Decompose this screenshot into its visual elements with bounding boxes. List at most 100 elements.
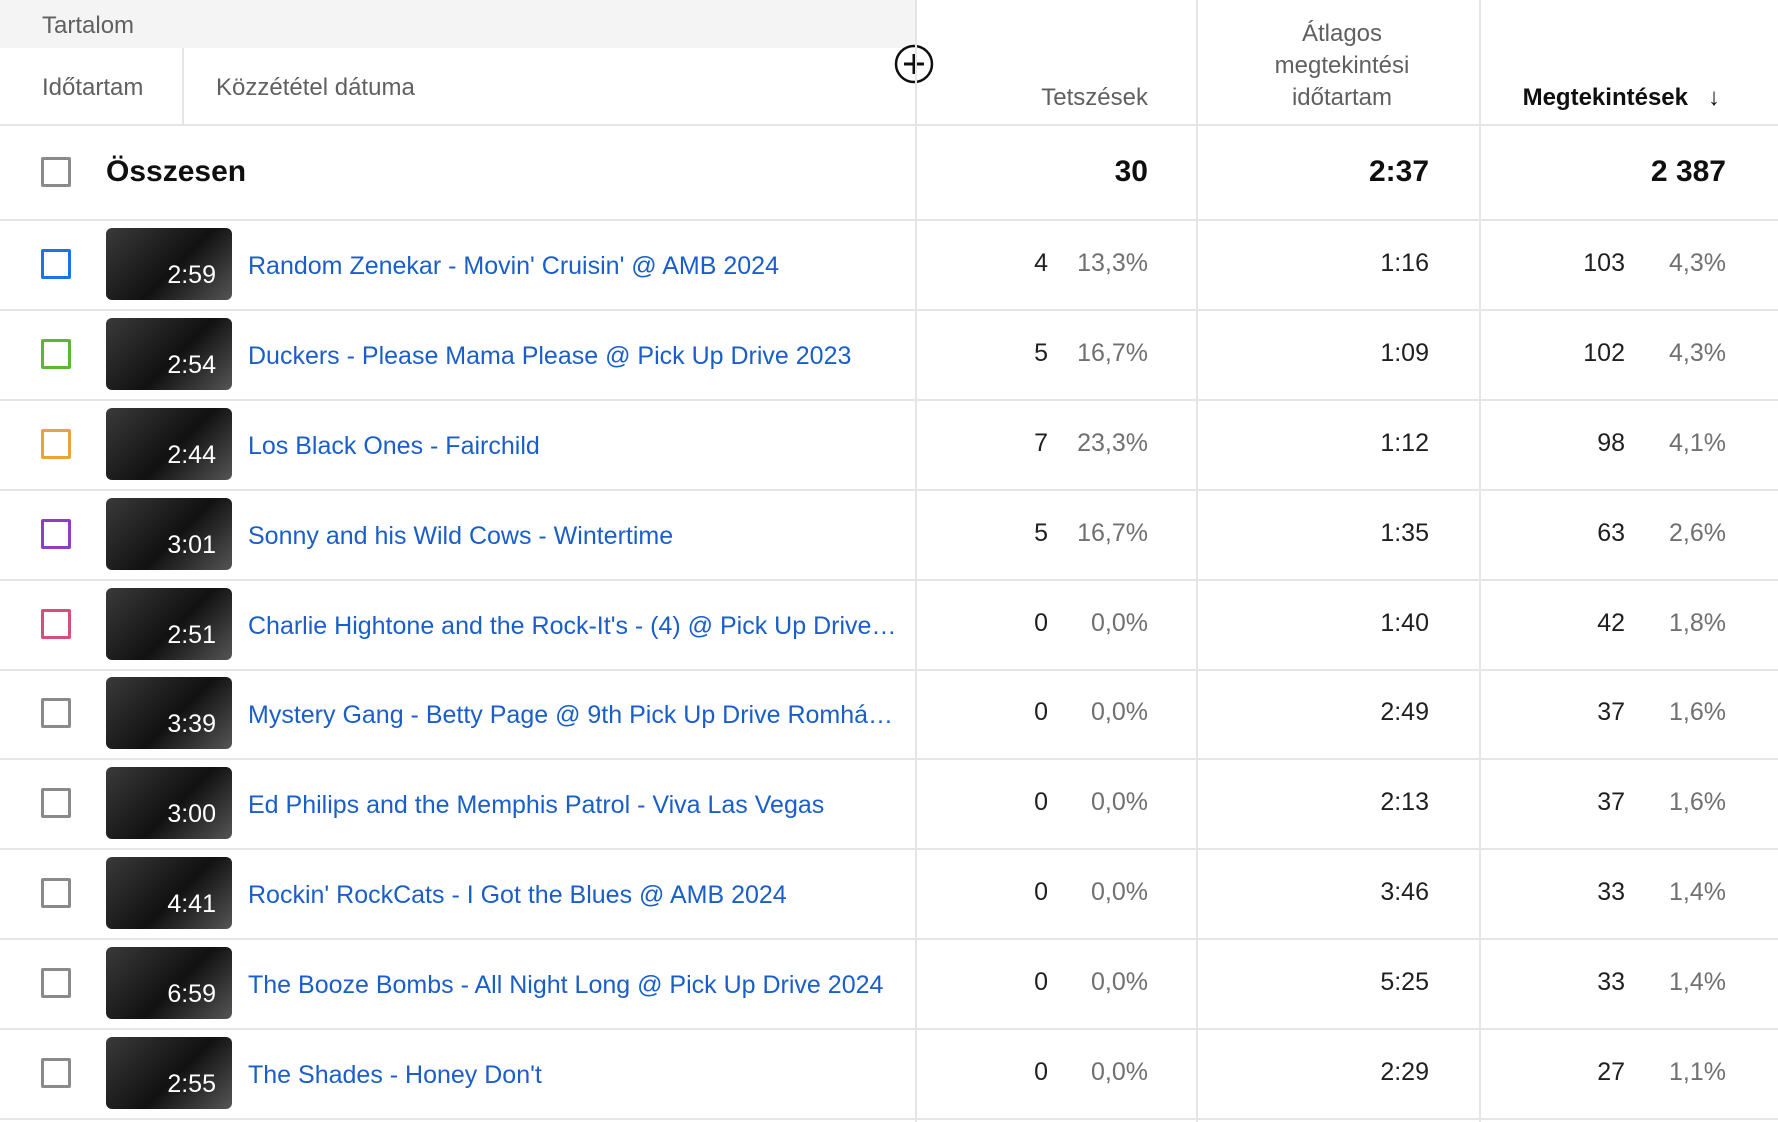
row-divider (0, 1118, 1778, 1120)
views-pct: 4,1% (1669, 428, 1726, 457)
avg-duration: 1:40 (1380, 608, 1429, 637)
row-divider (0, 219, 1778, 221)
checkbox[interactable] (41, 698, 71, 729)
row-divider (0, 309, 1778, 311)
checkbox[interactable] (41, 518, 71, 549)
likes: 5 (1034, 518, 1048, 547)
checkbox[interactable] (41, 968, 71, 999)
thumbnail[interactable]: 2:44 (106, 407, 232, 480)
video-title[interactable]: The Shades - Honey Don't (248, 1061, 542, 1090)
avg-duration: 1:09 (1380, 338, 1429, 367)
published-header[interactable]: Közzététel dátuma (216, 74, 415, 101)
likes: 5 (1034, 338, 1048, 367)
avg-duration-header[interactable]: Átlagos megtekintési időtartam (1274, 20, 1410, 111)
column-divider (1479, 0, 1481, 1122)
video-title[interactable]: Los Black Ones - Fairchild (248, 431, 540, 460)
thumbnail[interactable]: 6:59 (106, 947, 232, 1020)
views: 102 (1583, 338, 1625, 367)
views: 103 (1583, 248, 1625, 277)
likes-pct: 16,7% (1077, 338, 1148, 367)
views-pct: 1,4% (1669, 878, 1726, 907)
likes: 0 (1034, 698, 1048, 727)
video-title[interactable]: Charlie Hightone and the Rock-It's - (4)… (248, 611, 897, 640)
likes-pct: 0,0% (1091, 788, 1148, 817)
likes-pct: 0,0% (1091, 698, 1148, 727)
thumbnail[interactable]: 2:54 (106, 317, 232, 390)
likes: 7 (1034, 428, 1048, 457)
thumbnail[interactable]: 3:01 (106, 497, 232, 570)
row-divider (0, 579, 1778, 581)
likes-pct: 13,3% (1077, 248, 1148, 277)
checkbox[interactable] (41, 878, 71, 909)
likes-pct: 0,0% (1091, 608, 1148, 637)
video-title[interactable]: Ed Philips and the Memphis Patrol - Viva… (248, 791, 825, 820)
video-title[interactable]: The Booze Bombs - All Night Long @ Pick … (248, 971, 884, 1000)
video-duration: 2:55 (167, 1070, 216, 1099)
video-title[interactable]: Sonny and his Wild Cows - Wintertime (248, 521, 674, 550)
avg-duration: 3:46 (1380, 878, 1429, 907)
thumbnail[interactable]: 3:39 (106, 677, 232, 750)
checkbox[interactable] (41, 157, 71, 187)
total-label: Összesen (106, 155, 247, 188)
views: 63 (1597, 518, 1625, 547)
duration-header[interactable]: Időtartam (42, 74, 144, 101)
video-title[interactable]: Random Zenekar - Movin' Cruisin' @ AMB 2… (248, 251, 779, 280)
thumbnail[interactable]: 4:41 (106, 857, 232, 930)
checkbox[interactable] (41, 788, 71, 819)
row-divider (0, 938, 1778, 940)
likes-pct: 0,0% (1091, 1058, 1148, 1087)
thumbnail[interactable]: 2:51 (106, 587, 232, 660)
thumbnail[interactable]: 2:55 (106, 1037, 232, 1110)
avg-duration: 1:35 (1380, 518, 1429, 547)
header-band (0, 0, 915, 48)
add-column[interactable] (893, 43, 935, 85)
views-pct: 4,3% (1669, 338, 1726, 367)
likes: 0 (1034, 608, 1048, 637)
video-title[interactable]: Mystery Gang - Betty Page @ 9th Pick Up … (248, 701, 894, 730)
views-header[interactable]: Megtekintések ↓ (1523, 84, 1720, 112)
video-title[interactable]: Duckers - Please Mama Please @ Pick Up D… (248, 341, 852, 370)
views: 33 (1597, 878, 1625, 907)
views: 33 (1597, 968, 1625, 997)
row-divider (0, 124, 1778, 126)
avg-duration: 2:13 (1380, 788, 1429, 817)
column-divider (1196, 0, 1198, 1122)
views: 98 (1597, 428, 1625, 457)
video-duration: 2:59 (167, 260, 216, 289)
likes: 0 (1034, 788, 1048, 817)
thumbnail[interactable]: 3:00 (106, 767, 232, 840)
row-divider (0, 399, 1778, 401)
thumbnail[interactable]: 2:59 (106, 227, 232, 300)
avg-duration: 2:49 (1380, 698, 1429, 727)
views: 27 (1597, 1058, 1625, 1087)
checkbox[interactable] (41, 608, 71, 639)
checkbox[interactable] (41, 338, 71, 369)
views-pct: 1,8% (1669, 608, 1726, 637)
views-pct: 4,3% (1669, 248, 1726, 277)
row-divider (0, 848, 1778, 850)
views-header-text[interactable]: Megtekintések (1522, 84, 1688, 111)
checkbox[interactable] (41, 1058, 71, 1089)
video-title[interactable]: Rockin' RockCats - I Got the Blues @ AMB… (248, 881, 787, 910)
views-pct: 1,6% (1669, 698, 1726, 727)
likes-pct: 16,7% (1077, 518, 1148, 547)
total-views: 2 387 (1650, 155, 1726, 188)
likes: 0 (1034, 1058, 1048, 1087)
checkbox[interactable] (41, 248, 71, 279)
likes: 4 (1034, 248, 1048, 277)
avg-duration: 1:12 (1380, 428, 1429, 457)
sort-arrow[interactable]: ↓ (1708, 84, 1720, 111)
likes-pct: 0,0% (1091, 968, 1148, 997)
row-divider (0, 1028, 1778, 1030)
avg-duration: 5:25 (1380, 968, 1429, 997)
row-divider (0, 758, 1778, 760)
checkbox[interactable] (41, 428, 71, 459)
likes-header[interactable]: Tetszések (1041, 84, 1148, 111)
views-pct: 2,6% (1669, 518, 1726, 547)
likes-pct: 23,3% (1077, 428, 1148, 457)
avg-duration: 2:29 (1380, 1058, 1429, 1087)
views-pct: 1,6% (1669, 788, 1726, 817)
column-divider (915, 0, 917, 1122)
total-likes: 30 (1114, 155, 1148, 188)
video-duration: 6:59 (167, 980, 216, 1009)
